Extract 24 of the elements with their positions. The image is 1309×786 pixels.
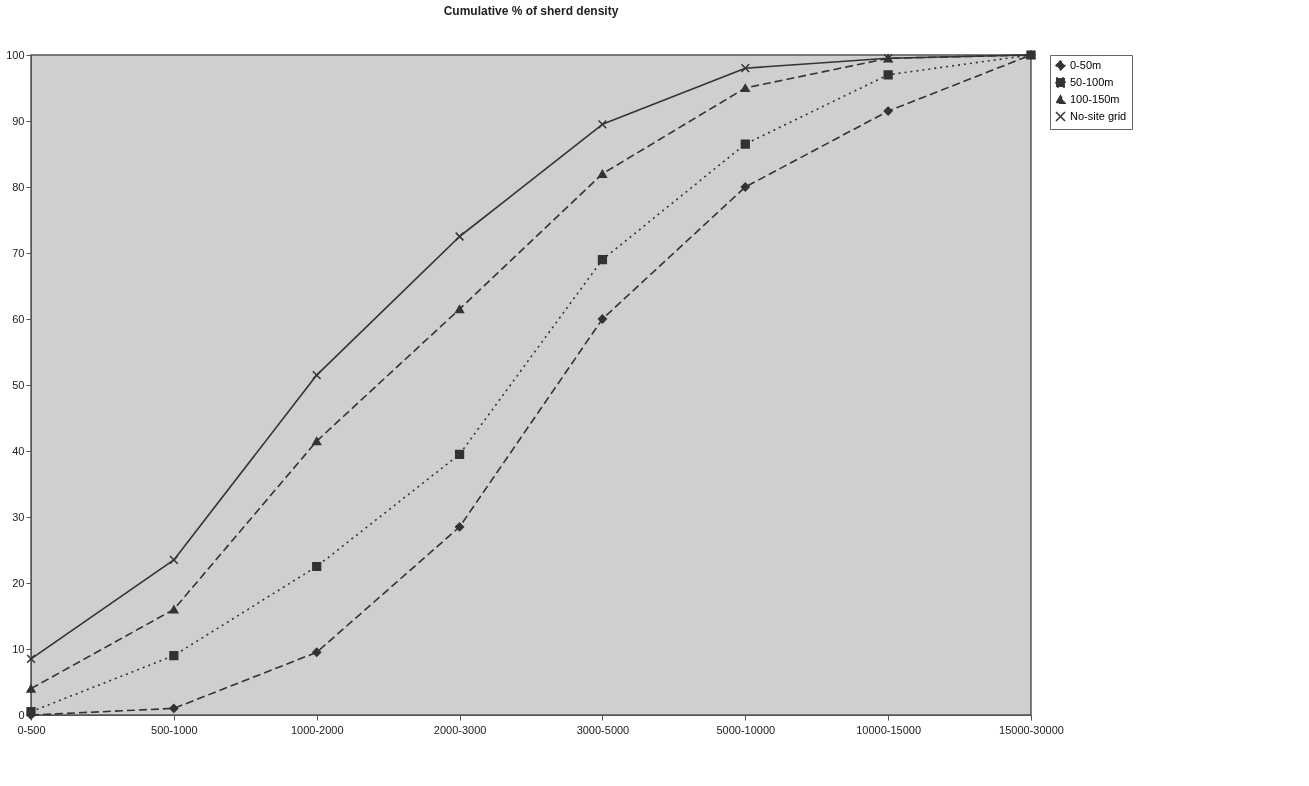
y-tick-label: 80	[12, 180, 25, 193]
legend-label: No-site grid	[1070, 109, 1127, 122]
x-tick-label: 10000-15000	[856, 723, 922, 736]
x-tick-label: 5000-10000	[716, 723, 776, 736]
x-tick-label: 500-1000	[151, 723, 198, 736]
y-tick-label: 70	[12, 246, 25, 259]
x-tick-label: 3000-5000	[576, 723, 630, 736]
y-tick-label: 0	[18, 708, 25, 721]
legend-label: 50-100m	[1070, 75, 1114, 88]
x-tick-label: 0-500	[17, 723, 46, 736]
y-tick-label: 40	[12, 444, 25, 457]
legend-label: 0-50m	[1070, 58, 1102, 71]
x-tick-label: 1000-2000	[290, 723, 344, 736]
y-tick-label: 90	[12, 114, 25, 127]
x-tick-label: 15000-30000	[999, 723, 1064, 736]
y-tick-label: 10	[12, 642, 25, 655]
y-tick-label: 50	[12, 378, 25, 391]
y-tick-label: 30	[12, 510, 25, 523]
chart-title: Cumulative % of sherd density	[443, 4, 619, 19]
x-tick-label: 2000-3000	[433, 723, 487, 736]
legend-label: 100-150m	[1070, 92, 1120, 105]
y-tick-label: 100	[6, 48, 25, 61]
y-tick-label: 20	[12, 576, 25, 589]
y-tick-label: 60	[12, 312, 25, 325]
